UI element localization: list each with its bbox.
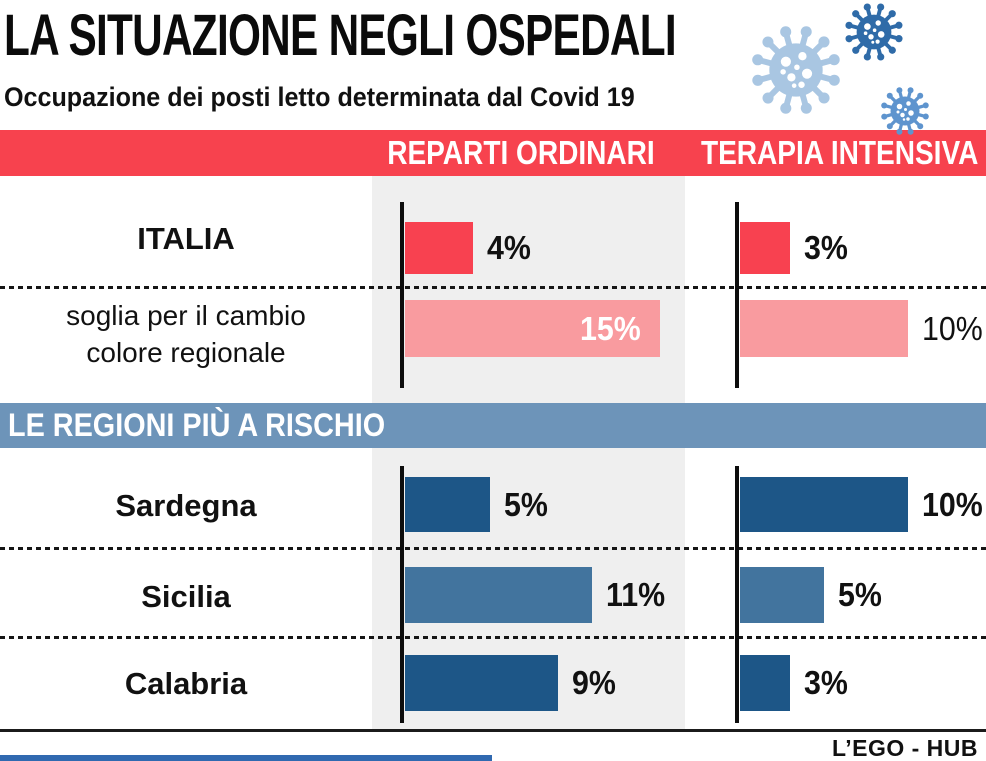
column-header-reparti-ordinari: REPARTI ORDINARI: [340, 130, 655, 176]
bar-value-text: 3%: [804, 229, 848, 266]
bar-value-text: 5%: [504, 486, 548, 523]
bar-terapia-sardegna: [740, 477, 908, 532]
footer-credit: L’EGO - HUB: [831, 735, 978, 761]
regions-section-header: LE REGIONI PIÙ A RISCHIO: [0, 403, 986, 448]
row-label-line: Sardegna: [115, 487, 257, 523]
row-label-line: ITALIA: [137, 220, 235, 256]
column-header-terapia-text: TERAPIA INTENSIVA: [700, 134, 978, 171]
bar-value-reparti-italia: 4%: [487, 222, 535, 274]
bar-reparti-soglia-per-il-cambio: 15%: [405, 300, 660, 357]
row-separator-dashed: [0, 286, 986, 289]
axis-terapia-section2: [735, 466, 739, 723]
row-label-line: colore regionale: [86, 337, 286, 368]
column-header-terapia-intensiva: TERAPIA INTENSIVA: [652, 130, 978, 176]
bar-value-terapia-italia: 3%: [804, 222, 852, 274]
bar-value-reparti-sardegna: 5%: [504, 477, 552, 532]
bar-value-text: 4%: [487, 229, 531, 266]
bar-reparti-calabria: [405, 655, 558, 711]
footer-accent-bar: [0, 755, 492, 761]
page-subtitle: Occupazione dei posti letto determinata …: [4, 82, 764, 113]
bar-terapia-italia: [740, 222, 790, 274]
bar-value-terapia-sardegna: 10%: [922, 477, 986, 532]
columns-header-bar: REPARTI ORDINARI TERAPIA INTENSIVA: [0, 130, 986, 176]
bar-value-text: 5%: [838, 576, 882, 613]
virus-icon-dark: [844, 2, 904, 62]
row-label-sardegna: Sardegna: [0, 460, 372, 550]
page-title-text: LA SITUAZIONE NEGLI OSPEDALI: [4, 3, 677, 68]
bar-terapia-sicilia: [740, 567, 824, 623]
bar-value-reparti-sicilia: 11%: [606, 567, 670, 623]
page-title: LA SITUAZIONE NEGLI OSPEDALI: [4, 3, 704, 68]
axis-reparti-section2: [400, 466, 404, 723]
row-label-italia: ITALIA: [0, 193, 372, 283]
row-label-soglia-per-il-cambio: soglia per il cambio colore regionale: [0, 289, 372, 379]
row-label-line: Calabria: [124, 665, 248, 701]
bar-terapia-calabria: [740, 655, 790, 711]
bar-value-terapia-calabria: 3%: [804, 655, 852, 711]
row-separator-dashed: [0, 547, 986, 550]
bar-value-text: 11%: [606, 576, 666, 613]
axis-terapia-section1: [735, 202, 739, 388]
bar-value-text: 9%: [572, 664, 616, 701]
row-label-calabria: Calabria: [0, 638, 372, 728]
footer-divider-line: [0, 729, 986, 732]
bar-value-text: 10%: [922, 486, 983, 523]
page-subtitle-text: Occupazione dei posti letto determinata …: [4, 82, 635, 112]
row-label-sicilia: Sicilia: [0, 551, 372, 641]
row-separator-dashed: [0, 636, 986, 639]
bar-value-reparti-calabria: 9%: [572, 655, 620, 711]
bar-value-text: 3%: [804, 664, 848, 701]
bar-value-terapia-sicilia: 5%: [838, 567, 886, 623]
bar-terapia-soglia-per-il-cambio: [740, 300, 908, 357]
virus-icon-large: [750, 24, 842, 116]
bar-value-terapia-soglia-per-il-cambio: 10%: [922, 300, 986, 357]
row-label-line: Sicilia: [141, 578, 231, 614]
bar-value-text: 10%: [922, 310, 983, 347]
bar-reparti-sardegna: [405, 477, 490, 532]
row-label-line: soglia per il cambio: [66, 300, 306, 331]
virus-icon-small: [880, 86, 930, 136]
bar-reparti-sicilia: [405, 567, 592, 623]
bar-value-text: 15%: [579, 310, 641, 347]
axis-reparti-section1: [400, 202, 404, 388]
column-header-reparti-text: REPARTI ORDINARI: [387, 134, 655, 171]
regions-section-title: LE REGIONI PIÙ A RISCHIO: [8, 407, 386, 443]
bar-reparti-italia: [405, 222, 473, 274]
bar-value-reparti-soglia-per-il-cambio: 15%: [580, 300, 646, 357]
